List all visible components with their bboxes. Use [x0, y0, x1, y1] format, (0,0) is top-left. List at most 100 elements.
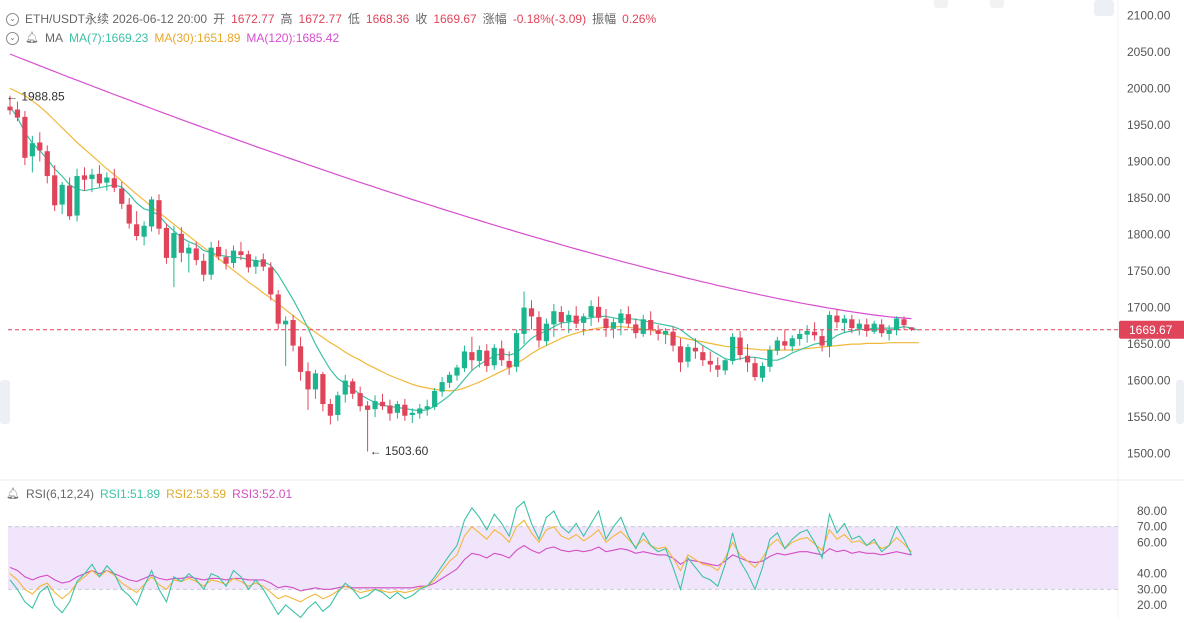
candlestick — [663, 328, 669, 345]
ohlc-header: ⌄ ETH/USDT永续 2026-06-12 20:00 开 1672.77 … — [6, 12, 656, 26]
price-tick-label: 2050.00 — [1127, 45, 1171, 59]
high-value: 1672.77 — [298, 12, 342, 26]
scroll-left-handle[interactable] — [0, 380, 10, 424]
candlestick — [245, 250, 251, 273]
candle-body — [491, 347, 497, 366]
toolbar-button[interactable] — [990, 0, 1004, 8]
candlestick — [297, 336, 304, 381]
candle-body — [290, 320, 296, 346]
candle-body — [476, 349, 482, 361]
candlestick — [208, 241, 214, 280]
candle-body — [357, 393, 363, 407]
candlestick — [402, 398, 408, 421]
rsi-indicator-name[interactable]: RSI(6,12,24) — [25, 487, 95, 501]
candlestick — [573, 306, 579, 329]
candle-body — [22, 116, 28, 158]
candle-body — [722, 360, 728, 371]
candle-body — [141, 225, 147, 237]
rsi-tick-label: 60.00 — [1137, 535, 1167, 549]
candlestick — [163, 223, 170, 264]
candle-body — [342, 380, 348, 395]
candle-body — [171, 233, 177, 258]
candle-body — [193, 248, 199, 261]
candlestick — [648, 311, 654, 336]
candlestick — [171, 225, 177, 288]
candlestick — [268, 262, 274, 301]
candlestick — [335, 391, 341, 421]
candlestick — [528, 300, 535, 330]
rsi2-line — [9, 519, 912, 603]
candlestick — [81, 167, 88, 191]
candlestick — [312, 369, 319, 399]
rsi3-line — [9, 544, 912, 592]
candlestick — [543, 318, 549, 346]
price-tick-label: 1600.00 — [1127, 374, 1171, 388]
candle-body — [543, 323, 549, 342]
candlestick — [908, 327, 915, 331]
candlestick — [730, 333, 736, 365]
scroll-handle-top[interactable] — [1094, 0, 1114, 16]
candlestick — [670, 326, 676, 352]
candlestick — [871, 320, 877, 334]
candlestick — [506, 351, 512, 375]
candle-body — [767, 349, 773, 367]
price-tick-label: 2000.00 — [1127, 81, 1171, 95]
candle-body — [648, 320, 654, 330]
candlestick — [7, 95, 13, 115]
candle-body — [424, 406, 430, 410]
candle-body — [283, 320, 289, 325]
candle-body — [163, 227, 170, 258]
candle-body — [685, 347, 691, 362]
candlestick — [409, 408, 415, 424]
collapse-ma-icon[interactable]: ⌄ — [6, 31, 19, 45]
candlestick — [581, 313, 587, 336]
candlestick — [700, 345, 706, 367]
candlestick — [841, 314, 847, 334]
candlestick — [856, 319, 862, 336]
candlestick — [193, 241, 199, 266]
candle-body — [335, 395, 341, 416]
candle-body — [588, 306, 594, 318]
candlestick — [417, 404, 423, 419]
ma30-value: MA(30):1651.89 — [154, 31, 241, 45]
candlestick — [156, 194, 162, 235]
candle-body — [29, 143, 35, 157]
candlestick — [737, 330, 743, 361]
candle-body — [305, 371, 311, 390]
candlestick — [685, 344, 691, 368]
candle-body — [297, 346, 304, 372]
candlestick — [22, 111, 28, 166]
candlestick — [350, 378, 356, 399]
toolbar-button[interactable] — [934, 0, 948, 8]
candle-body — [499, 348, 505, 361]
candlestick — [774, 336, 780, 356]
candlestick — [29, 135, 35, 173]
alert-bell-icon[interactable]: 🔔︎ — [25, 32, 39, 44]
candle-body — [454, 367, 460, 376]
candlestick — [275, 290, 281, 330]
collapse-toggle-icon[interactable]: ⌄ — [6, 12, 19, 26]
price-tick-label: 1700.00 — [1127, 301, 1171, 315]
candle-body — [350, 381, 356, 394]
price-tick-label: 1650.00 — [1127, 337, 1171, 351]
candle-body — [893, 318, 900, 331]
low-label: 低 — [347, 12, 360, 26]
rsi2-value: RSI2:53.59 — [166, 487, 227, 501]
candlestick — [379, 393, 386, 410]
ma-indicator-name[interactable]: MA — [44, 31, 63, 45]
scroll-right-handle[interactable] — [1176, 380, 1184, 424]
candle-body — [692, 347, 698, 352]
candle-body — [230, 250, 237, 264]
candlestick — [804, 325, 810, 343]
candle-body — [663, 330, 669, 335]
candlestick — [551, 303, 557, 337]
candle-body — [610, 322, 617, 329]
candle-body — [506, 360, 512, 368]
rsi-alert-bell-icon[interactable]: 🔔︎ — [6, 488, 20, 500]
candlestick — [625, 306, 631, 329]
change-label: 涨幅 — [482, 12, 507, 26]
candle-body — [402, 404, 408, 416]
candlestick — [342, 374, 348, 403]
candle-body — [744, 355, 751, 363]
